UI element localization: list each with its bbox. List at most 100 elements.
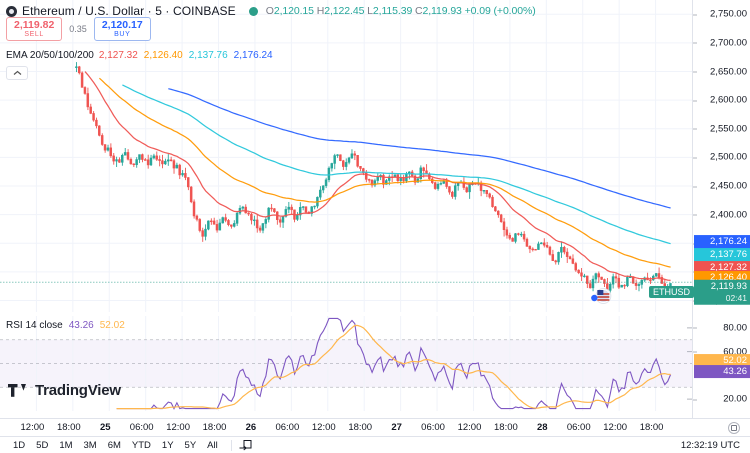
rsi-ma-line [116, 324, 671, 410]
go-to-date-icon[interactable] [239, 439, 252, 451]
time-tick: 18:00 [56, 422, 81, 433]
time-tick: 06:00 [275, 422, 300, 433]
spread-value: 0.35 [69, 24, 87, 35]
ema-legend-title: EMA 20/50/100/200 [6, 50, 94, 61]
rsi-tick: 20.00 [693, 394, 750, 405]
chart-area[interactable] [0, 0, 692, 418]
rsi-indicator-legend[interactable]: RSI 14 close 43.26 52.02 [6, 320, 131, 331]
time-tick: 18:00 [494, 422, 518, 433]
tradingview-logo-icon [8, 384, 30, 397]
time-tick: 06:00 [566, 422, 591, 433]
ohlc-h-value: 2,122.45 [324, 5, 365, 17]
timeframe-all[interactable]: All [207, 439, 218, 451]
us-flag-economic-event-icon [591, 288, 612, 304]
ohlc-change: +0.09 (+0.00%) [464, 5, 536, 17]
buy-label: BUY [114, 31, 131, 39]
symbol-title[interactable]: Ethereum / U.S. Dollar · 5 · COINBASE [22, 4, 236, 18]
time-tick: 12:00 [166, 422, 190, 433]
price-tick: 2,500.00 [693, 152, 750, 163]
rsi-badge[interactable]: 43.26 [694, 364, 750, 379]
chevron-up-icon[interactable] [6, 66, 28, 80]
ema-100-value: 2,137.76 [188, 50, 228, 61]
time-tick: 28 [537, 422, 548, 433]
rsi-tick: 60.00 [693, 346, 750, 357]
price-chart-canvas [0, 0, 692, 312]
time-axis[interactable]: 12:00 18:00 25 06:00 12:00 18:00 26 06:00 12:00 1… [0, 418, 750, 436]
price-badge-value: 2,176.24 [710, 236, 747, 248]
timeframe-1d[interactable]: 1D [13, 439, 26, 451]
timeframe-5d[interactable]: 5D [36, 439, 49, 451]
ohlc-o-value: 2,120.15 [273, 5, 314, 17]
ohlc-values: O2,120.15 H2,122.45 L2,115.39 C2,119.93 … [266, 5, 536, 17]
time-tick: 27 [391, 422, 402, 433]
price-badge[interactable]: 2,137.76 [694, 248, 750, 262]
rsi-chart-canvas [0, 316, 692, 411]
price-badge[interactable]: 2,176.24 [694, 235, 750, 249]
ema-indicator-legend[interactable]: EMA 20/50/100/200 2,127.32 2,126.40 2,13… [6, 50, 279, 61]
buy-price: 2,120.17 [101, 19, 143, 31]
price-badge[interactable]: 2,119.93 02:41 [694, 279, 750, 305]
clock-utc: 12:32:19 UTC [680, 439, 740, 451]
time-tick: 06:00 [129, 422, 154, 433]
rsi-line [116, 317, 672, 410]
ema-20-value: 2,127.32 [98, 50, 138, 61]
chart-legend-header: Ethereum / U.S. Dollar · 5 · COINBASE O2… [6, 4, 536, 18]
sell-label: SELL [24, 31, 44, 39]
price-tick: 2,650.00 [693, 66, 750, 77]
price-axis[interactable]: 2,750.00 2,700.00 2,650.00 2,600.00 2,550.00… [649, 0, 750, 418]
time-tick: 12:00 [311, 422, 336, 433]
ema-line-200 [168, 88, 671, 209]
price-badge-value: 2,127.32 [710, 262, 747, 274]
ohlc-l-label: L [367, 5, 373, 17]
rsi-value: 43.26 [68, 320, 94, 331]
timeframe-5y[interactable]: 5Y [184, 439, 197, 451]
ema-50-value: 2,126.40 [143, 50, 183, 61]
time-tick: 18:00 [202, 422, 227, 433]
price-tick: 2,700.00 [693, 37, 750, 48]
ohlc-l-value: 2,115.39 [372, 5, 413, 17]
price-badge-value: 2,137.76 [710, 249, 747, 261]
sell-button[interactable]: 2,119.82 SELL [6, 17, 63, 42]
bar-countdown: 02:41 [725, 292, 747, 303]
tradingview-watermark: TradingView [8, 382, 121, 399]
ema-line-50 [98, 77, 671, 268]
rsi-legend-title: RSI 14 close [6, 320, 63, 331]
time-tick: 25 [99, 422, 111, 433]
price-tick: 2,750.00 [693, 9, 750, 20]
time-tick: 06:00 [421, 422, 445, 433]
timeframe-ytd[interactable]: YTD [131, 439, 151, 451]
time-axis-settings-icon[interactable] [728, 422, 740, 434]
price-badge-value: 2,119.93 [710, 280, 747, 292]
price-pane[interactable] [0, 0, 692, 312]
toolbar-divider [230, 439, 232, 451]
ohlc-c-value: 2,119.93 [422, 5, 462, 17]
ohlc-h-label: H [316, 5, 325, 17]
price-tick: 2,600.00 [693, 95, 750, 106]
timeframe-1y[interactable]: 1Y [161, 439, 174, 451]
rsi-tick: 80.00 [693, 322, 750, 333]
ema-line-20 [84, 71, 671, 282]
timeframe-6m[interactable]: 6M [107, 439, 121, 451]
ohlc-o-label: O [265, 5, 274, 17]
sell-price: 2,119.82 [14, 19, 55, 31]
ema-line-100 [122, 84, 671, 245]
timeframe-1m[interactable]: 1M [59, 439, 73, 451]
time-tick: 18:00 [348, 422, 373, 433]
market-open-dot-icon [248, 6, 258, 16]
price-tick: 2,450.00 [693, 181, 750, 192]
candlestick-series [75, 62, 672, 294]
rsi-pane[interactable] [0, 316, 692, 411]
symbol-price-tag: ETHUSD [649, 286, 695, 298]
price-tick: 2,400.00 [693, 209, 750, 220]
watermark-text: TradingView [35, 382, 121, 399]
price-badge-value: 2,126.40 [710, 272, 747, 284]
ohlc-c-label: C [415, 5, 423, 17]
time-tick: 12:00 [20, 422, 45, 433]
time-tick: 18:00 [639, 422, 664, 433]
price-tick: 2,550.00 [693, 123, 750, 134]
buy-button[interactable]: 2,120.17 BUY [93, 17, 151, 42]
ema-200-value: 2,176.24 [233, 50, 273, 61]
time-tick: 26 [245, 422, 257, 433]
timeframe-3m[interactable]: 3M [83, 439, 97, 451]
